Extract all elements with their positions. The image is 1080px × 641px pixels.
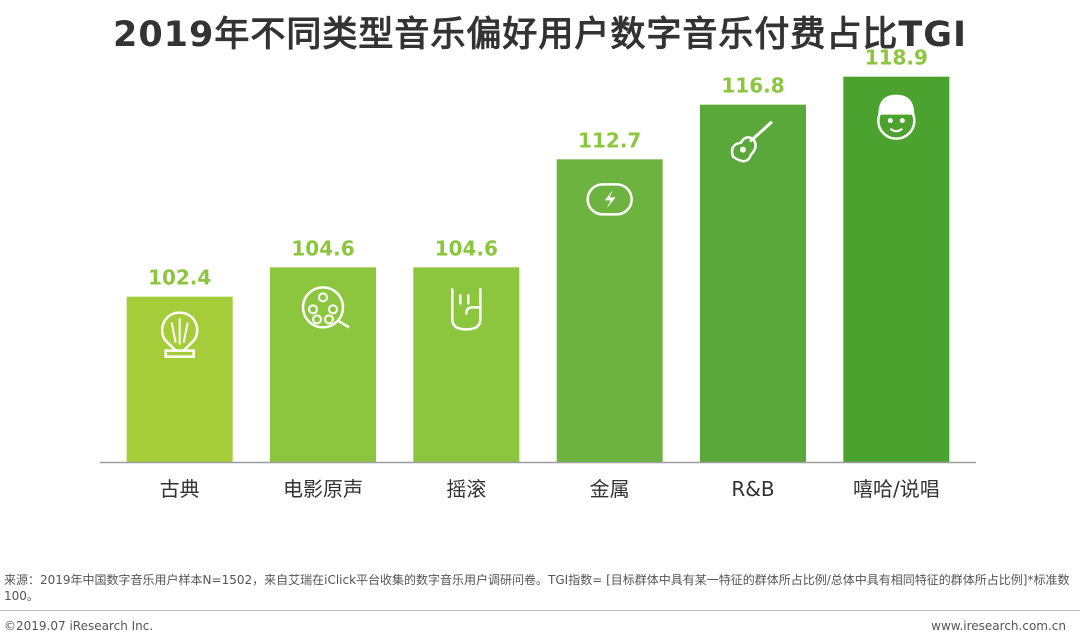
data-label: 112.7 bbox=[578, 128, 641, 152]
guitar-icon bbox=[730, 121, 773, 163]
category-label: 嘻哈/说唱 bbox=[853, 477, 940, 501]
category-label: 摇滚 bbox=[446, 477, 486, 501]
bar bbox=[700, 104, 806, 463]
data-label: 104.6 bbox=[291, 236, 354, 260]
rock-hand-icon bbox=[451, 288, 482, 331]
bar bbox=[843, 76, 950, 463]
bar bbox=[270, 267, 376, 462]
footer-divider bbox=[0, 610, 1080, 611]
category-label: 古典 bbox=[160, 477, 200, 501]
category-label: 金属 bbox=[590, 477, 630, 501]
category-label: 电影原声 bbox=[283, 477, 363, 501]
bar bbox=[413, 267, 520, 462]
gramophone-icon bbox=[160, 311, 199, 358]
cap-face-icon bbox=[877, 94, 916, 140]
bar bbox=[556, 159, 663, 463]
lightning-icon bbox=[586, 183, 633, 216]
chart-title: 2019年不同类型音乐偏好用户数字音乐付费占比TGI bbox=[112, 15, 968, 55]
source-note: 来源：2019年中国数字音乐用户样本N=1502，来自艾瑞在iClick平台收集… bbox=[4, 573, 1070, 603]
data-label: 118.9 bbox=[865, 46, 928, 70]
data-label: 116.8 bbox=[721, 74, 784, 98]
data-label: 104.6 bbox=[435, 236, 498, 260]
data-label: 102.4 bbox=[148, 266, 211, 290]
category-label: R&B bbox=[731, 477, 774, 501]
website: www.iresearch.com.cn bbox=[931, 619, 1066, 633]
film-reel-icon bbox=[301, 286, 350, 329]
copyright: ©2019.07 iResearch Inc. bbox=[4, 619, 154, 633]
bar-chart: 102.4 古典 104.6 电影原声 104.6 摇滚 112.7 金属 116.8 R&B 11… bbox=[100, 46, 976, 501]
